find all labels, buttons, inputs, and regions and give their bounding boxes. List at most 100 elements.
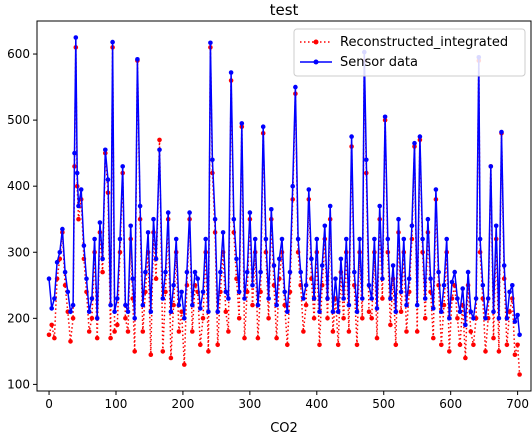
- data-point-sensor-data: [319, 263, 325, 268]
- data-point-sensor-data: [176, 302, 182, 308]
- data-point-sensor-data: [303, 283, 309, 288]
- data-point-sensor-data: [242, 296, 247, 301]
- data-point-sensor-data: [258, 269, 263, 275]
- data-point-reconstructed-integrated: [176, 329, 182, 334]
- data-point-sensor-data: [287, 269, 293, 275]
- y-tick-label: 600: [7, 47, 30, 61]
- data-point-reconstructed-integrated: [285, 342, 290, 348]
- data-point-reconstructed-integrated: [226, 329, 231, 334]
- data-point-sensor-data: [145, 230, 151, 235]
- data-point-reconstructed-integrated: [190, 329, 195, 334]
- data-point-sensor-data: [354, 309, 360, 315]
- x-tick-label: 200: [171, 397, 194, 411]
- data-point-sensor-data: [447, 316, 452, 321]
- data-point-sensor-data: [417, 134, 423, 139]
- data-point-sensor-data: [374, 306, 380, 311]
- x-tick-label: 100: [105, 397, 128, 411]
- data-point-sensor-data: [377, 203, 383, 209]
- data-point-sensor-data: [46, 276, 52, 282]
- data-point-sensor-data: [501, 263, 507, 268]
- data-point-reconstructed-integrated: [179, 309, 184, 315]
- data-point-sensor-data: [457, 309, 463, 315]
- data-point-sensor-data: [57, 250, 63, 255]
- x-tick-label: 0: [45, 397, 53, 411]
- data-point-sensor-data: [81, 243, 87, 248]
- data-point-sensor-data: [309, 256, 314, 262]
- legend-label-sensor: Sensor data: [340, 55, 418, 70]
- data-point-sensor-data: [112, 309, 117, 315]
- data-point-sensor-data: [357, 236, 362, 242]
- data-point-sensor-data: [401, 236, 407, 242]
- data-point-sensor-data: [507, 289, 512, 295]
- data-point-sensor-data: [517, 332, 522, 338]
- data-point-reconstructed-integrated: [168, 355, 174, 361]
- data-point-reconstructed-integrated: [491, 335, 496, 341]
- data-point-sensor-data: [117, 236, 123, 242]
- data-point-reconstructed-integrated: [200, 316, 206, 321]
- data-point-sensor-data: [420, 236, 425, 242]
- data-point-sensor-data: [277, 256, 282, 262]
- data-point-sensor-data: [236, 289, 242, 295]
- data-point-reconstructed-integrated: [301, 329, 306, 334]
- data-point-reconstructed-integrated: [182, 362, 187, 367]
- data-point-sensor-data: [49, 306, 54, 311]
- data-point-sensor-data: [290, 183, 296, 189]
- data-point-sensor-data: [317, 309, 322, 315]
- data-point-sensor-data: [125, 309, 131, 315]
- data-point-sensor-data: [220, 230, 226, 235]
- data-point-reconstructed-integrated: [250, 302, 255, 308]
- data-point-sensor-data: [72, 150, 77, 156]
- data-point-sensor-data: [325, 296, 330, 301]
- data-point-sensor-data: [198, 306, 203, 311]
- data-point-sensor-data: [346, 302, 352, 308]
- data-point-reconstructed-integrated: [393, 342, 399, 348]
- data-point-reconstructed-integrated: [108, 335, 113, 341]
- data-point-sensor-data: [455, 296, 460, 301]
- data-point-sensor-data: [496, 316, 502, 321]
- data-point-sensor-data: [223, 289, 229, 295]
- data-point-sensor-data: [128, 223, 133, 229]
- data-point-sensor-data: [473, 296, 479, 301]
- data-point-sensor-data: [269, 207, 274, 212]
- data-point-reconstructed-integrated: [447, 349, 452, 354]
- data-point-sensor-data: [306, 187, 312, 192]
- data-point-sensor-data: [148, 309, 154, 315]
- data-point-sensor-data: [311, 296, 317, 301]
- chart-title: test: [270, 1, 299, 19]
- data-point-sensor-data: [190, 302, 195, 308]
- data-point-sensor-data: [485, 296, 491, 301]
- data-point-sensor-data: [512, 319, 518, 324]
- data-point-sensor-data: [244, 269, 250, 275]
- data-point-reconstructed-integrated: [89, 316, 95, 321]
- data-point-reconstructed-integrated: [49, 322, 54, 328]
- plot-frame: [36, 20, 532, 392]
- data-point-sensor-data: [260, 124, 266, 129]
- data-point-sensor-data: [333, 276, 338, 282]
- data-point-reconstructed-integrated: [341, 316, 346, 321]
- data-point-reconstructed-integrated: [140, 329, 146, 334]
- data-point-sensor-data: [103, 147, 108, 153]
- data-point-sensor-data: [341, 296, 346, 301]
- data-point-reconstructed-integrated: [132, 349, 137, 354]
- data-point-sensor-data: [338, 256, 344, 262]
- data-point-reconstructed-integrated: [236, 316, 242, 321]
- data-point-sensor-data: [168, 309, 174, 315]
- data-point-sensor-data: [187, 210, 192, 215]
- data-point-sensor-data: [94, 316, 100, 321]
- data-point-sensor-data: [369, 296, 375, 301]
- data-point-reconstructed-integrated: [517, 372, 522, 377]
- data-point-reconstructed-integrated: [346, 329, 352, 334]
- data-point-reconstructed-integrated: [441, 302, 447, 308]
- data-point-sensor-data: [390, 263, 396, 268]
- data-point-sensor-data: [60, 226, 65, 232]
- data-point-sensor-data: [499, 129, 504, 135]
- data-point-sensor-data: [250, 283, 255, 288]
- data-point-reconstructed-integrated: [380, 296, 385, 301]
- x-tick-label: 300: [238, 397, 261, 411]
- data-point-sensor-data: [215, 309, 220, 315]
- data-point-reconstructed-integrated: [115, 322, 120, 328]
- data-point-sensor-data: [184, 269, 190, 275]
- x-tick-label: 700: [506, 397, 529, 411]
- data-point-sensor-data: [441, 283, 447, 288]
